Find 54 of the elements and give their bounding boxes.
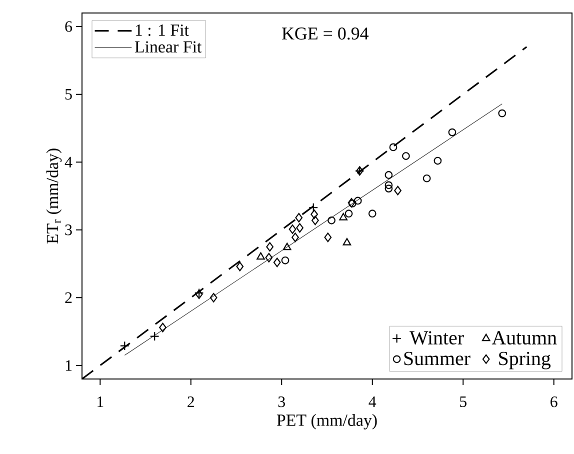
x-tick-label: 2 [188,396,194,408]
point [282,242,292,250]
point [384,171,393,179]
y-tick-label: 3 [65,224,72,236]
point [328,216,336,224]
y-tick-label: 1 [66,360,72,371]
point [498,109,506,118]
point [342,238,352,246]
point [210,292,218,302]
point [150,332,160,342]
point [266,242,274,252]
point [281,256,290,264]
point [384,181,393,190]
legend-label: Summer [404,352,470,366]
point [368,210,376,218]
x-tick-label: 5 [460,396,466,408]
point [295,212,303,222]
legend-label: Winter [410,331,464,345]
point [384,184,393,192]
point [236,262,244,272]
point [312,216,319,226]
point [265,252,273,262]
legend-label: 1 : 1 Fit [136,24,189,36]
point [394,186,402,196]
point [389,143,398,152]
point [292,232,299,242]
x-tick-label: 1 [98,396,104,407]
point [324,232,332,242]
y-tick-label: 4 [64,156,72,168]
x-tick-label: 3 [278,396,285,408]
point [159,322,166,332]
y-axis-title: ET$_{r}$ (mm/day) [46,148,62,244]
annotation: KGE = 0.94 [282,28,369,40]
point [288,224,296,234]
y-tick-label: 5 [65,89,72,100]
x-axis-title: PET (mm/day) [276,414,377,430]
x-tick-label: 6 [550,396,558,408]
point [354,196,362,205]
point [120,341,130,351]
point [434,156,442,165]
legend-label: Linear Fit [134,41,202,53]
y-tick-label: 6 [65,21,72,32]
point [273,258,281,268]
point [296,223,304,233]
x-tick-label: 4 [368,396,376,407]
point [339,212,348,220]
point [402,152,410,160]
y-tick-label: 2 [65,292,72,303]
legend-label: Autumn [492,331,557,345]
point [422,174,431,182]
point [256,252,265,260]
point [344,210,353,218]
point [448,128,456,136]
legend-label: Spring [499,352,551,370]
